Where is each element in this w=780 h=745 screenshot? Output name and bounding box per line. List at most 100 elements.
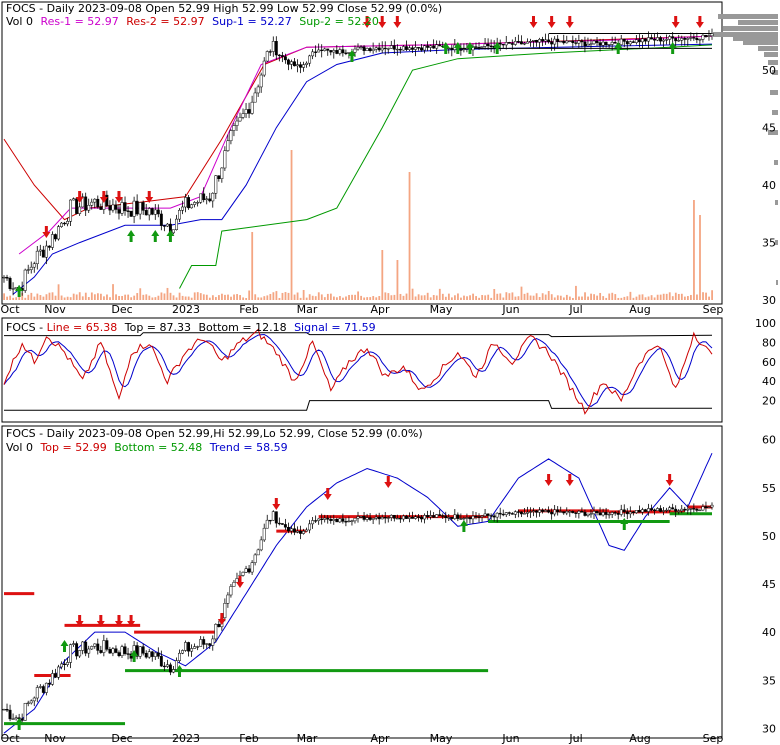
candle-body xyxy=(262,527,266,541)
candle-body xyxy=(398,517,402,520)
volume-bar xyxy=(172,295,175,300)
candle-body xyxy=(634,510,638,514)
down-arrow xyxy=(236,576,244,588)
candle-body xyxy=(359,46,363,48)
candle-body xyxy=(571,40,575,43)
candle-body xyxy=(190,648,194,652)
candle-body xyxy=(462,517,466,520)
volume-bar xyxy=(211,295,214,300)
volume-bar xyxy=(699,215,701,300)
candle-body xyxy=(695,508,699,511)
x-tick-label: Aug xyxy=(629,303,650,316)
volume-bar xyxy=(221,293,223,300)
volume-bar xyxy=(45,294,48,300)
candle-body xyxy=(66,221,69,225)
volume-bar xyxy=(638,294,641,300)
volume-bar xyxy=(100,293,102,300)
x-tick-label: Oct xyxy=(0,732,20,745)
candle-body xyxy=(544,39,548,42)
candle-body xyxy=(662,39,666,42)
volume-bar xyxy=(611,292,614,300)
candle-body xyxy=(671,36,675,39)
y-tick-label: 20 xyxy=(762,395,776,408)
candle-body xyxy=(401,46,405,51)
volume-bar xyxy=(426,292,429,300)
volume-bar xyxy=(565,294,568,300)
candle-body xyxy=(592,40,596,45)
candle-body xyxy=(123,646,127,654)
x-tick-label: Nov xyxy=(44,732,66,745)
volume-profile xyxy=(713,14,778,285)
trend-bottom-label: Bottom = 52.48 xyxy=(114,441,202,454)
volume-bar xyxy=(184,296,187,300)
volume-profile-bar xyxy=(764,52,778,57)
volume-profile-bar xyxy=(774,160,778,165)
trend-vol-label: Vol 0 xyxy=(6,441,33,454)
volume-bar xyxy=(705,292,707,300)
volume-profile-bar xyxy=(775,240,778,245)
candle-body xyxy=(344,52,348,54)
volume-bar xyxy=(429,297,432,300)
candle-body xyxy=(547,39,551,43)
osc-top-band xyxy=(4,332,713,338)
candle-body xyxy=(117,209,121,214)
candle-body xyxy=(586,43,590,47)
candle-body xyxy=(114,204,118,210)
candle-body xyxy=(686,38,690,40)
candle-body xyxy=(477,516,481,518)
y-tick-label: 45 xyxy=(762,122,776,135)
candle-body xyxy=(153,652,157,657)
volume-bar xyxy=(653,297,656,300)
candle-body xyxy=(447,517,451,519)
volume-bar xyxy=(662,293,665,300)
volume-bar xyxy=(396,260,399,300)
volume-bar xyxy=(384,292,387,300)
volume-bar xyxy=(584,292,586,300)
candle-body xyxy=(5,276,9,279)
candle-body xyxy=(441,515,445,517)
candle-body xyxy=(559,40,563,43)
candle-body xyxy=(38,249,42,252)
candle-body xyxy=(559,511,563,513)
candle-body xyxy=(308,523,312,531)
candle-body xyxy=(386,48,390,50)
candle-body xyxy=(628,511,632,515)
down-arrow xyxy=(363,16,372,28)
candle-body xyxy=(710,504,714,508)
candle-body xyxy=(577,511,581,514)
candle-body xyxy=(689,508,693,510)
candle-body xyxy=(643,38,647,42)
candle-body xyxy=(574,512,578,514)
volume-bar xyxy=(511,292,514,300)
volume-bar xyxy=(432,295,435,300)
volume-bar xyxy=(690,294,692,300)
candle-body xyxy=(471,515,475,520)
x-tick-label: May xyxy=(430,303,453,316)
up-arrow xyxy=(459,520,468,532)
candle-body xyxy=(338,49,342,54)
volume-bar xyxy=(317,292,320,300)
candle-body xyxy=(256,549,260,556)
down-arrow xyxy=(665,474,674,486)
candle-body xyxy=(268,51,272,53)
candle-body xyxy=(613,512,617,514)
volume-bar xyxy=(590,293,592,300)
candle-body xyxy=(135,645,139,657)
candle-body xyxy=(444,515,448,518)
volume-bar xyxy=(260,297,263,300)
volume-bar xyxy=(293,294,296,300)
volume-bar xyxy=(233,294,235,300)
candle-body xyxy=(368,48,372,51)
volume-bar xyxy=(529,295,532,300)
candle-body xyxy=(320,49,324,52)
candle-body xyxy=(72,198,76,201)
candle-body xyxy=(311,520,315,525)
candle-body xyxy=(26,269,30,271)
volume-bar xyxy=(559,295,562,300)
volume-bar xyxy=(441,293,444,300)
volume-bar xyxy=(387,293,390,300)
candle-body xyxy=(347,52,351,54)
candle-body xyxy=(371,48,375,51)
candle-body xyxy=(550,511,554,515)
volume-bar xyxy=(127,294,130,300)
